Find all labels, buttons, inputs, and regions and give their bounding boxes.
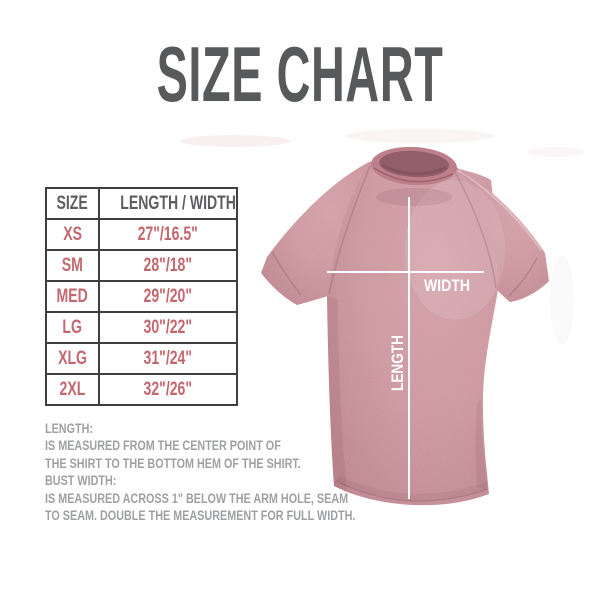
note-line: IS MEASURED FROM THE CENTER POINT OF	[45, 438, 281, 454]
size-cell: XLG	[45, 342, 100, 375]
measurement-cell: 29"/20"	[98, 280, 238, 313]
size-cell: LG	[45, 311, 100, 344]
note-line: TO SEAM. DOUBLE THE MEASUREMENT FOR FULL…	[45, 508, 356, 524]
measurement-notes: LENGTH: IS MEASURED FROM THE CENTER POIN…	[45, 420, 433, 524]
page-title: SIZE CHART	[0, 30, 600, 118]
page-title-text: SIZE CHART	[156, 30, 444, 118]
shirt-shading	[327, 169, 542, 500]
size-cell: XS	[45, 218, 100, 251]
length-label: LENGTH	[388, 335, 407, 391]
note-line: BUST WIDTH:	[45, 473, 117, 489]
shirt-seams	[271, 165, 538, 502]
width-label: WIDTH	[424, 276, 470, 295]
table-row: SM 28"/18"	[45, 249, 238, 282]
note-line: LENGTH:	[45, 421, 93, 436]
column-header-size: SIZE	[45, 187, 100, 220]
column-header-length-width: LENGTH / WIDTH	[98, 187, 238, 220]
table-row: MED 29"/20"	[45, 280, 238, 313]
table-row: LG 30"/22"	[45, 311, 238, 344]
note-line: THE SHIRT TO THE BOTTOM HEM OF THE SHIRT…	[45, 455, 301, 471]
background-shadows	[180, 129, 584, 345]
size-cell: MED	[45, 280, 100, 313]
measurement-cell: 30"/22"	[98, 311, 238, 344]
tshirt-collar	[371, 146, 457, 186]
tshirt-diagram: WIDTH LENGTH	[180, 129, 584, 506]
table-header-row: SIZE LENGTH / WIDTH	[45, 187, 238, 220]
measurement-cell: 28"/18"	[98, 249, 238, 282]
measurement-cell: 32"/26"	[98, 373, 238, 406]
measurement-cell: 31"/24"	[98, 342, 238, 375]
size-cell: 2XL	[45, 373, 100, 406]
note-line: IS MEASURED ACROSS 1" BELOW THE ARM HOLE…	[45, 490, 349, 506]
table-row: XLG 31"/24"	[45, 342, 238, 375]
table-row: XS 27"/16.5"	[45, 218, 238, 251]
size-table: SIZE LENGTH / WIDTH XS 27"/16.5" SM 28"/…	[45, 187, 238, 406]
table-row: 2XL 32"/26"	[45, 373, 238, 406]
measurement-cell: 27"/16.5"	[98, 218, 238, 251]
size-cell: SM	[45, 249, 100, 282]
